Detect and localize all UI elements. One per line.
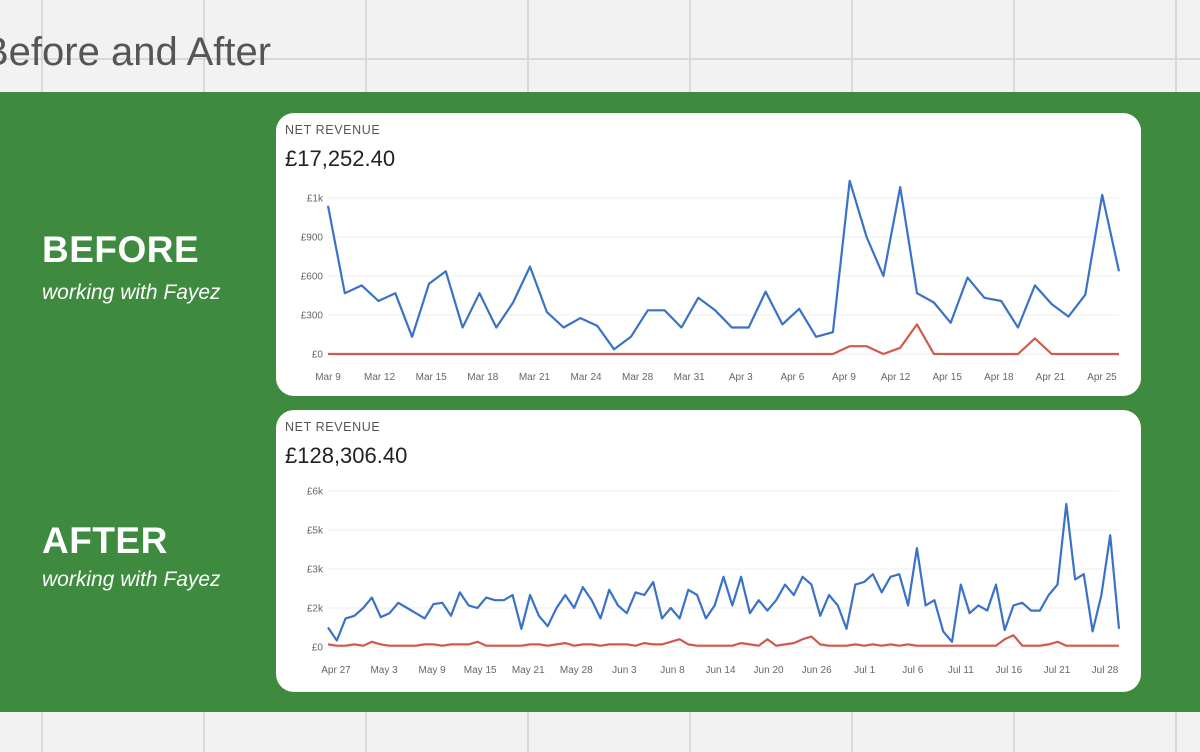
after-revenue-card: NET REVENUE £128,306.40 £0 £2k £3k £5k £6k Ap…: [276, 410, 1141, 692]
before-x-tick-label: Apr 3: [729, 372, 753, 383]
before-series-primary-line: [326, 179, 1121, 351]
after-heading: AFTER: [42, 520, 168, 561]
before-x-tick-label: Apr 21: [1036, 372, 1066, 383]
before-x-tick-label: Mar 24: [570, 372, 602, 383]
after-series-secondary-line: [327, 634, 1119, 647]
after-y-tick-label: £0: [312, 643, 324, 654]
after-x-tick-label: Jun 20: [754, 665, 784, 676]
before-x-tick-label: Mar 31: [674, 372, 706, 383]
after-x-tick-label: Jun 26: [802, 665, 832, 676]
after-x-tick-label: Apr 27: [321, 665, 351, 676]
before-x-tick-label: Mar 21: [519, 372, 551, 383]
after-x-tick-label: Jul 28: [1092, 665, 1119, 676]
before-y-tick-label: £1k: [307, 194, 324, 205]
after-x-tick-label: May 15: [464, 665, 497, 676]
after-x-tick-label: Jul 1: [854, 665, 876, 676]
after-x-tick-label: Jul 21: [1044, 665, 1071, 676]
before-x-tick-label: Apr 9: [832, 372, 856, 383]
after-metric-label: NET REVENUE: [285, 420, 381, 434]
before-y-tick-label: £600: [301, 272, 324, 283]
before-revenue-card: NET REVENUE £17,252.40 £0 £300 £600 £900 £1k…: [276, 113, 1141, 396]
before-series-secondary-line: [328, 323, 1119, 356]
before-x-tick-label: Apr 6: [780, 372, 804, 383]
before-metric-label: NET REVENUE: [285, 123, 381, 137]
before-x-tick-label: Mar 12: [364, 372, 396, 383]
before-y-tick-label: £0: [312, 350, 324, 361]
before-x-tick-label: Apr 15: [932, 372, 962, 383]
before-y-tick-label: £300: [301, 311, 324, 322]
before-x-tick-label: Mar 9: [315, 372, 341, 383]
before-subtitle: working with Fayez: [42, 281, 221, 304]
after-series-primary-line: [327, 502, 1121, 643]
before-x-tick-label: Mar 18: [467, 372, 499, 383]
before-x-tick-label: Apr 12: [881, 372, 911, 383]
after-subtitle: working with Fayez: [42, 568, 221, 591]
before-x-tick-label: Mar 28: [622, 372, 654, 383]
after-x-tick-label: May 28: [560, 665, 593, 676]
after-y-tick-label: £6k: [307, 487, 324, 498]
after-revenue-chart: £0 £2k £3k £5k £6k Apr 27 May 3 May 9 May 15 May …: [307, 487, 1121, 676]
after-x-tick-label: Jun 8: [660, 665, 685, 676]
after-y-tick-label: £2k: [307, 604, 324, 615]
before-revenue-chart: £0 £300 £600 £900 £1k Mar 9 Mar 12 Mar 15 Mar 18…: [301, 179, 1121, 383]
before-x-tick-label: Apr 18: [984, 372, 1014, 383]
after-x-tick-label: Jun 3: [612, 665, 637, 676]
after-x-tick-label: May 9: [419, 665, 447, 676]
page-title: Before and After: [0, 30, 272, 74]
after-x-tick-label: Jul 16: [996, 665, 1023, 676]
before-x-tick-label: Apr 25: [1087, 372, 1117, 383]
before-metric-total: £17,252.40: [285, 146, 396, 171]
after-y-tick-label: £5k: [307, 526, 324, 537]
after-x-tick-label: May 21: [512, 665, 545, 676]
before-x-tick-label: Mar 15: [416, 372, 448, 383]
before-label-group: BEFORE working with Fayez: [42, 229, 221, 305]
before-heading: BEFORE: [42, 229, 200, 270]
after-x-tick-label: May 3: [370, 665, 398, 676]
after-y-tick-label: £3k: [307, 565, 324, 576]
after-x-tick-label: Jun 14: [705, 665, 735, 676]
after-metric-total: £128,306.40: [285, 443, 408, 468]
before-y-tick-label: £900: [301, 233, 324, 244]
after-label-group: AFTER working with Fayez: [42, 520, 221, 592]
after-x-tick-label: Jul 11: [948, 665, 974, 676]
after-x-tick-label: Jul 6: [902, 665, 924, 676]
